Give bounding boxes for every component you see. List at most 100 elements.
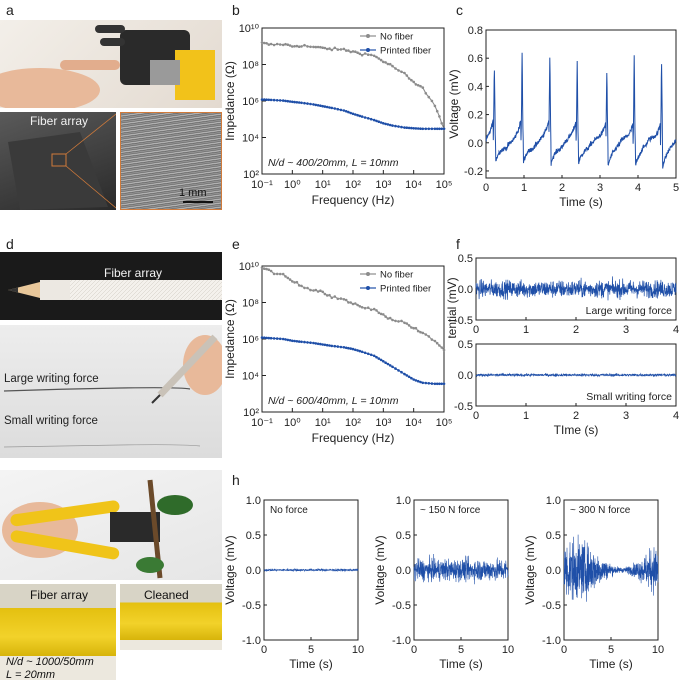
c-ytick-label: 0.4 [468, 81, 483, 93]
e-data-point [263, 267, 266, 270]
e-data-point [300, 284, 303, 288]
b-data-point [288, 44, 292, 47]
chart-b-impedance: 10⁻¹ 10⁰ 10¹ 10² 10³ 10⁴ 10⁵ 10² 10⁴ 10⁶ 10⁸ 10¹⁰ Fr… [223, 23, 453, 207]
e-xtick-label: 10⁻¹ [251, 417, 273, 429]
e-data-point [312, 341, 315, 345]
chart-h-150n: 0 5 10 -1.0 -0.5 0.0 0.5 1.0 Time (s) Voltage (mV… [373, 495, 514, 671]
e-data-point [379, 312, 383, 316]
h2-xlabel: Time (s) [439, 657, 483, 671]
h3-ytick-label: 0.0 [546, 565, 561, 577]
f_bottom-ytick-label: 0.5 [458, 339, 473, 351]
b-data-point [430, 99, 434, 103]
b-data-point [391, 124, 394, 127]
e-data-point [442, 348, 446, 352]
b-data-point [319, 104, 322, 107]
cutter-photo [0, 470, 222, 580]
panel-label-f: f [456, 236, 460, 252]
f_top-xtick-label: 4 [673, 324, 679, 336]
b-data-point [316, 45, 320, 49]
e-data-point [388, 364, 392, 367]
e-data-point [321, 343, 324, 346]
e-data-point [336, 297, 340, 301]
b-data-point [284, 42, 287, 46]
b-data-point [260, 98, 264, 101]
b-data-point [440, 122, 443, 125]
e-data-point [267, 268, 271, 271]
e-data-point [325, 343, 329, 347]
b-data-point [293, 100, 296, 104]
e-data-point [319, 289, 322, 292]
b-data-point [379, 58, 383, 62]
c-xtick-label: 0 [483, 182, 489, 194]
b-data-point [330, 106, 334, 110]
b-data-point [360, 115, 364, 118]
h2-ytick-label: 0.0 [396, 565, 411, 577]
f_top-xtick-label: 1 [523, 324, 529, 336]
e-data-point [295, 340, 299, 343]
e-data-point [382, 313, 385, 316]
b-data-point [269, 98, 273, 102]
e-data-point [397, 320, 400, 323]
b-data-point [410, 126, 413, 130]
e-data-point [291, 339, 294, 343]
e-data-point [306, 286, 309, 290]
h3-annotation: ~ 300 N force [570, 505, 631, 516]
large-writing-label: Large writing force [4, 373, 99, 385]
spec-line-2: L = 20mm [6, 669, 56, 680]
e-data-point [309, 288, 312, 292]
c-plot-frame [485, 29, 677, 179]
e-data-point [347, 346, 350, 350]
b-data-point [397, 125, 400, 128]
e-data-point [351, 347, 355, 351]
e-data-point [407, 375, 411, 379]
e-ytick-label: 10⁶ [242, 334, 259, 346]
b-data-point [297, 101, 301, 104]
f_bottom-xtick-label: 2 [573, 410, 579, 422]
robot-hand-illustration [0, 25, 215, 108]
b-xtick-label: 10³ [375, 179, 391, 191]
b-data-point [288, 100, 292, 103]
b-data-point [333, 107, 337, 110]
e-data-point [366, 352, 370, 356]
pencil-illustration [8, 280, 222, 300]
fiber-array-label-a: Fiber array [30, 114, 89, 128]
b-data-point [410, 78, 413, 82]
e-data-point [433, 339, 437, 343]
e-data-point [269, 269, 273, 273]
h1-ylabel: Voltage (mV) [223, 535, 237, 604]
b-data-point [375, 55, 378, 59]
panel-label-e: e [232, 236, 240, 252]
e-data-point [369, 308, 373, 312]
panel-label-c: c [456, 2, 463, 18]
e-data-point [360, 350, 364, 354]
b-data-point [293, 45, 296, 48]
e-data-point [333, 344, 337, 348]
b-data-point [369, 117, 373, 121]
b-data-point [275, 42, 279, 46]
b-ytick-label: 10¹⁰ [239, 23, 260, 35]
e-data-point [424, 381, 428, 385]
b-xtick-label: 10⁵ [436, 179, 453, 191]
e-data-point [394, 367, 397, 370]
h3-xtick-label: 10 [652, 644, 664, 656]
c-ytick-label: 0.8 [468, 25, 483, 37]
b-data-point [267, 43, 271, 46]
h2-ytick-label: -0.5 [392, 600, 411, 612]
b-data-point [400, 70, 403, 74]
h1-ytick-label: 0.5 [246, 530, 261, 542]
h3-ytick-label: -0.5 [542, 600, 561, 612]
h2-ytick-label: 1.0 [396, 495, 411, 507]
e-data-point [377, 357, 381, 360]
h3-xlabel: Time (s) [589, 657, 633, 671]
b-data-point [377, 57, 381, 60]
h2-signal-trace [413, 553, 509, 585]
b-data-point [319, 45, 322, 49]
e-series-line-printed-fiber [261, 337, 444, 385]
e-data-point [330, 344, 334, 348]
b-data-point [278, 99, 282, 102]
f_bottom-xtick-label: 1 [523, 410, 529, 422]
cleaned-photo: Cleaned [120, 584, 222, 650]
b-data-point [366, 117, 370, 120]
b-data-point [360, 53, 364, 57]
b-data-point [328, 106, 331, 109]
